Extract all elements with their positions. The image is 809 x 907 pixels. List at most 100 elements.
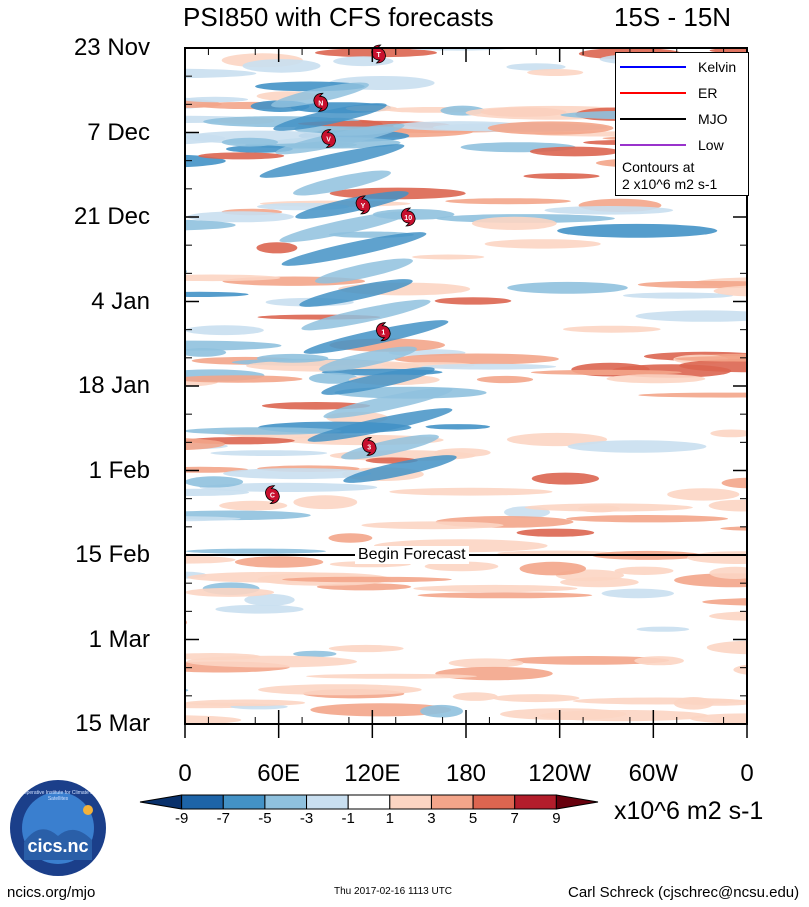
anomaly-blob: [492, 694, 580, 703]
colorbar: [139, 794, 599, 810]
anomaly-blob: [634, 656, 684, 666]
anomaly-blob: [721, 477, 747, 489]
legend-label: MJO: [698, 111, 728, 127]
anomaly-blob: [185, 219, 236, 231]
anomaly-band: [299, 279, 413, 307]
anomaly-blob: [566, 515, 729, 523]
colorbar-level-label: 3: [427, 810, 436, 827]
anomaly-blob: [636, 626, 690, 632]
anomaly-blob: [434, 297, 512, 305]
anomaly-blob: [221, 137, 278, 147]
anomaly-blob: [185, 68, 257, 79]
axis-ticks: [184, 47, 748, 738]
region-label: 15S - 15N: [614, 2, 732, 32]
site-link[interactable]: ncics.org/mjo: [7, 884, 96, 901]
colorbar-swatch: [430, 794, 474, 810]
anomaly-blob: [256, 242, 298, 254]
anomaly-blob: [421, 363, 557, 370]
anomaly-blob: [606, 374, 706, 384]
anomaly-blob: [544, 206, 674, 215]
anomaly-blob: [524, 503, 693, 512]
legend-contour-note: Contours at 2 x10^6 m2 s-1: [622, 159, 717, 193]
anomaly-band: [301, 299, 431, 331]
anomaly-blob: [185, 476, 244, 488]
storm-marker: 1: [375, 322, 391, 342]
storm-label: 3: [367, 444, 371, 451]
colorbar-level-label: -5: [258, 810, 272, 827]
colorbar-level-label: -3: [299, 810, 314, 827]
anomaly-blob: [623, 292, 733, 299]
anomaly-blob: [709, 611, 747, 621]
anomaly-blob: [310, 703, 452, 717]
anomaly-blob: [487, 121, 614, 135]
colorbar-swatch: [555, 794, 599, 810]
logo-graphic: [11, 781, 105, 875]
colorbar-level-label: 7: [510, 810, 519, 827]
anomaly-blob: [185, 96, 249, 103]
colorbar-level-label: 1: [385, 810, 394, 827]
storm-core: [403, 212, 414, 222]
anomaly-blob: [448, 658, 524, 668]
anomaly-blob: [185, 325, 264, 336]
legend-item-low: Low: [616, 135, 750, 155]
legend-item-mjo: MJO: [616, 109, 750, 129]
storm-label: Y: [361, 203, 366, 210]
anomaly-blob: [328, 644, 404, 653]
anomaly-blob: [445, 198, 571, 205]
legend: Kelvin ER MJO Low Contours at 2 x10^6 m2…: [615, 52, 749, 196]
anomaly-blob: [282, 576, 452, 583]
legend-item-kelvin: Kelvin: [616, 57, 750, 77]
anomaly-blob: [614, 566, 674, 575]
anomaly-blob: [186, 655, 357, 668]
anomaly-blob: [242, 59, 321, 73]
anomaly-blob: [198, 152, 285, 160]
storm-label: T: [376, 52, 381, 59]
storm-marker: V: [321, 129, 337, 148]
anomaly-blob: [185, 291, 249, 297]
anomaly-blob: [185, 556, 236, 564]
anomaly-blob: [226, 145, 293, 153]
anomaly-blob: [219, 500, 288, 511]
anomaly-blob: [527, 69, 584, 76]
anomaly-blob: [258, 684, 422, 696]
anomaly-blob: [420, 704, 463, 718]
contour-note-line1: Contours at: [622, 159, 695, 175]
anomaly-blob: [516, 528, 595, 537]
anomaly-blob: [529, 146, 620, 157]
anomaly-blob: [567, 440, 707, 453]
anomaly-blob: [674, 356, 747, 362]
anomaly-band: [319, 346, 417, 372]
anomaly-blob: [185, 715, 242, 724]
anomaly-blob: [425, 424, 491, 430]
cics-logo: cics.nc Cooperative Institute for Climat…: [10, 780, 106, 876]
anomaly-blob: [720, 526, 747, 531]
storm-marker: N: [313, 92, 329, 112]
anomaly-blob: [413, 584, 578, 593]
colorbar-swatch: [264, 794, 308, 810]
anomaly-blob: [709, 566, 747, 579]
anomaly-band: [295, 191, 409, 219]
logo-text: cics.nc: [27, 836, 89, 856]
storm-label: C: [270, 493, 275, 500]
legend-swatch: [620, 118, 686, 120]
storm-label: N: [318, 100, 323, 107]
anomaly-blob: [394, 353, 559, 365]
colorbar-swatch: [472, 794, 516, 810]
anomaly-band: [343, 455, 457, 483]
anomaly-blob: [557, 223, 718, 238]
x-tick-label: 60W: [628, 760, 678, 787]
anomaly-blob: [210, 450, 328, 456]
anomaly-blob: [185, 516, 241, 522]
anomaly-blob: [185, 548, 326, 554]
anomaly-band: [307, 408, 453, 442]
anomaly-band: [341, 434, 439, 460]
anomaly-band: [281, 232, 427, 266]
anomaly-blob: [293, 495, 358, 510]
legend-label: Low: [698, 137, 724, 153]
y-tick-label: 7 Dec: [87, 118, 150, 146]
anomaly-blob: [702, 598, 747, 606]
anomaly-blob: [185, 587, 275, 597]
storm-marker: C: [264, 485, 280, 505]
chart-title: PSI850 with CFS forecasts: [183, 2, 494, 32]
y-tick-label: 1 Mar: [88, 625, 150, 653]
